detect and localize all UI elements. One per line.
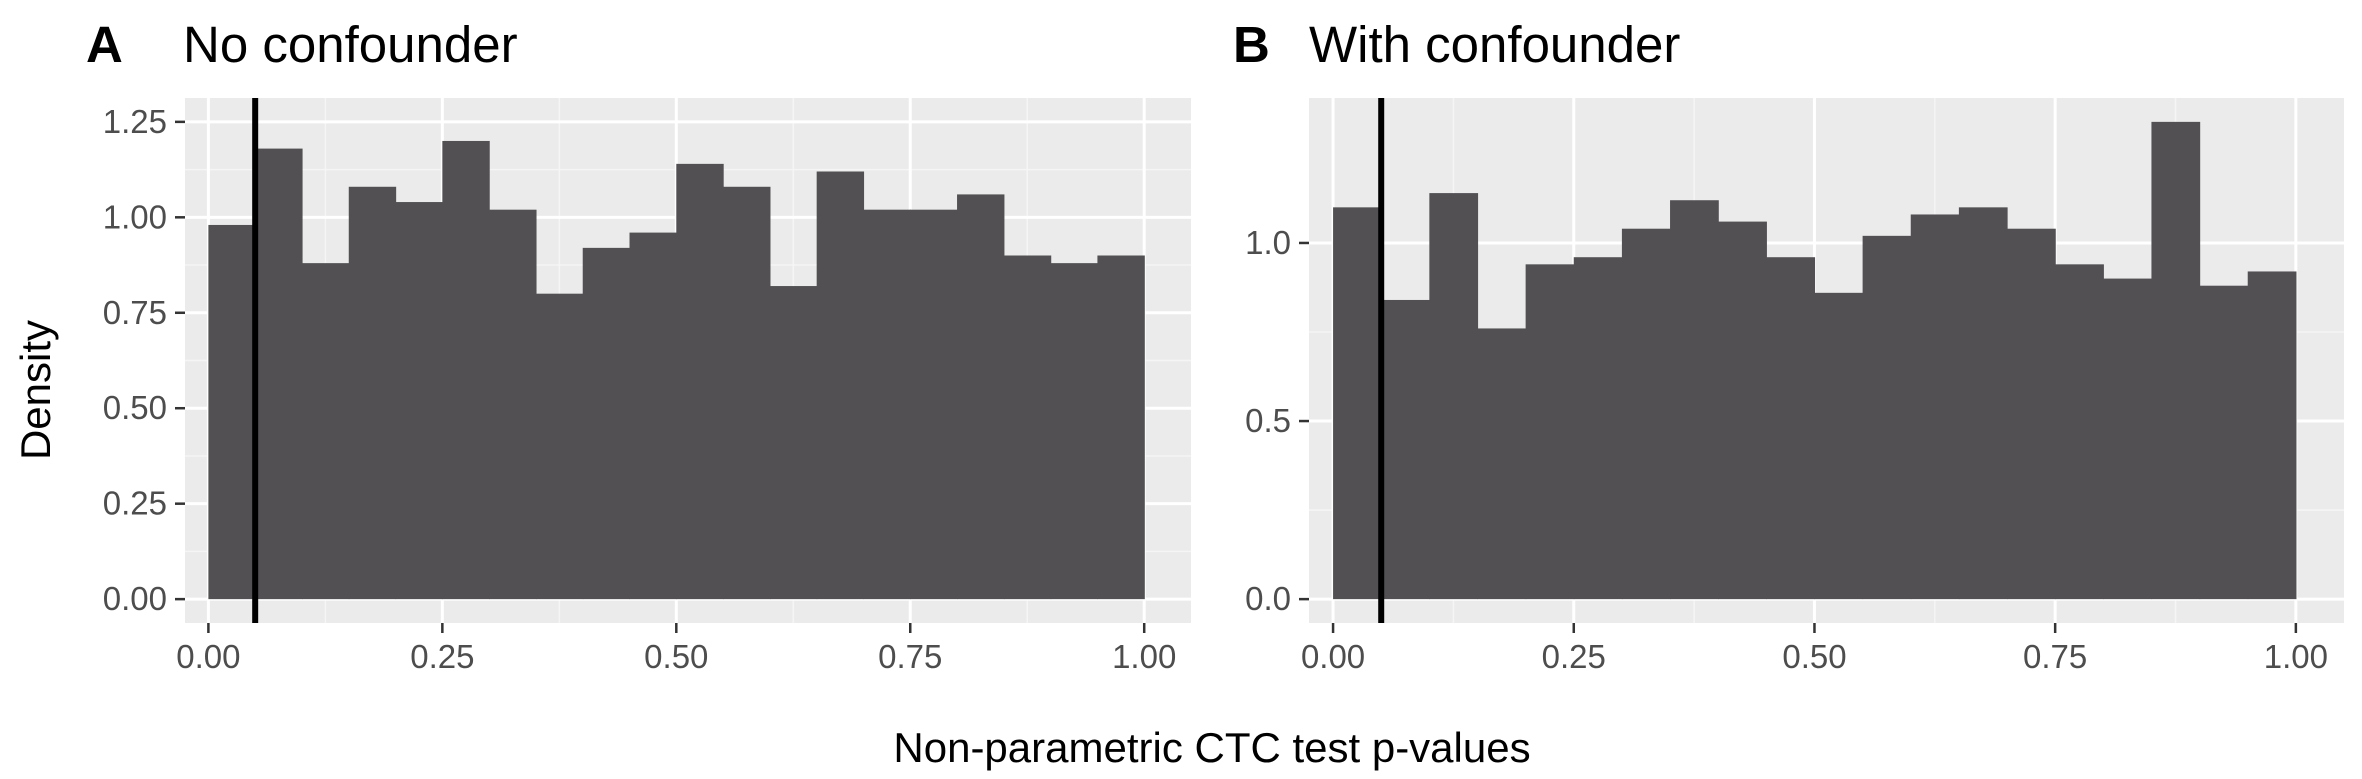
x-tick-label: 0.25	[410, 638, 474, 675]
x-tick-label: 0.00	[1301, 638, 1365, 675]
histogram-bar	[395, 202, 443, 600]
panel-a-plot: 0.00 0.25 0.50 0.75 1.00 0.00 0.25 0.50 0.75 1.00…	[103, 98, 1191, 675]
panel-b-letter: B	[1233, 16, 1270, 73]
histogram-bar	[2199, 285, 2249, 600]
histogram-bar	[1573, 257, 1623, 600]
histogram-bar	[1097, 255, 1145, 600]
histogram-bar	[208, 224, 256, 600]
histogram-bar	[582, 247, 631, 600]
y-tick-label: 1.0	[1245, 224, 1291, 261]
panel-a: A No confounder 0.00 0.25 0.50 0.75 1.000.00…	[86, 16, 1191, 675]
histogram-bar	[2103, 278, 2153, 600]
histogram-bar	[255, 148, 303, 600]
histogram-bar	[910, 209, 958, 600]
histogram-bar	[1477, 328, 1527, 600]
y-tick-label: 0.50	[103, 389, 167, 426]
histogram-bar	[816, 171, 865, 600]
panel-b-plot: 0.00 0.25 0.50 0.75 1.00 0.0 0.5 1.0	[1245, 98, 2344, 675]
y-tick-label: 0.0	[1245, 580, 1291, 617]
histogram-bar	[676, 163, 724, 600]
panel-a-letter: A	[86, 16, 123, 73]
y-axis-title: Density	[12, 320, 59, 460]
x-tick-label: 0.50	[1782, 638, 1846, 675]
panel-a-title: No confounder	[183, 16, 518, 73]
x-tick-label: 0.75	[2023, 638, 2087, 675]
histogram-bar	[1814, 292, 1864, 600]
histogram-bar	[2247, 271, 2297, 600]
y-tick-label: 1.00	[103, 198, 167, 235]
histogram-bar	[535, 293, 584, 600]
histogram-bar	[1333, 207, 1382, 600]
histogram-bar	[1862, 235, 1912, 600]
x-tick-label: 0.75	[878, 638, 942, 675]
histogram-bar	[1003, 255, 1052, 600]
x-tick-label: 0.50	[644, 638, 708, 675]
panel-b: B With confounder 0.00 0.25 0.50 0.75 1.000.…	[1233, 16, 2344, 675]
x-tick-label: 0.00	[176, 638, 240, 675]
histogram-bar	[1910, 214, 1960, 600]
histogram-bar	[442, 140, 490, 600]
histogram-bar	[1621, 228, 1671, 600]
y-tick-label: 1.25	[103, 103, 167, 140]
histogram-bar	[1670, 200, 1719, 600]
histogram-bar	[1525, 264, 1575, 600]
histogram-bar	[1766, 257, 1816, 600]
x-axis-title: Non-parametric CTC test p-values	[893, 724, 1530, 771]
histogram-bar	[1718, 221, 1767, 600]
histogram-bar	[769, 286, 818, 600]
histogram-bar	[348, 186, 397, 600]
panel-b-title: With confounder	[1309, 16, 1680, 73]
x-tick-label: 1.00	[2264, 638, 2328, 675]
histogram-bar	[301, 263, 350, 600]
y-tick-label: 0.5	[1245, 402, 1291, 439]
y-tick-label: 0.00	[103, 580, 167, 617]
histogram-bar	[1381, 299, 1430, 600]
histogram-bar	[957, 194, 1005, 600]
histogram-bar	[863, 209, 911, 600]
histogram-bar	[1958, 207, 2008, 600]
histogram-bar	[489, 209, 537, 600]
histogram-bar	[1429, 193, 1479, 600]
histogram-bar	[2007, 228, 2056, 600]
x-tick-label: 0.25	[1542, 638, 1606, 675]
x-tick-label: 1.00	[1112, 638, 1176, 675]
y-tick-label: 0.25	[103, 485, 167, 522]
histogram-bar	[2055, 264, 2104, 600]
histogram-bar	[1050, 263, 1099, 600]
y-tick-label: 0.75	[103, 294, 167, 331]
histogram-bar	[629, 232, 677, 600]
histogram-bar	[723, 186, 771, 600]
histogram-bar	[2151, 121, 2201, 600]
